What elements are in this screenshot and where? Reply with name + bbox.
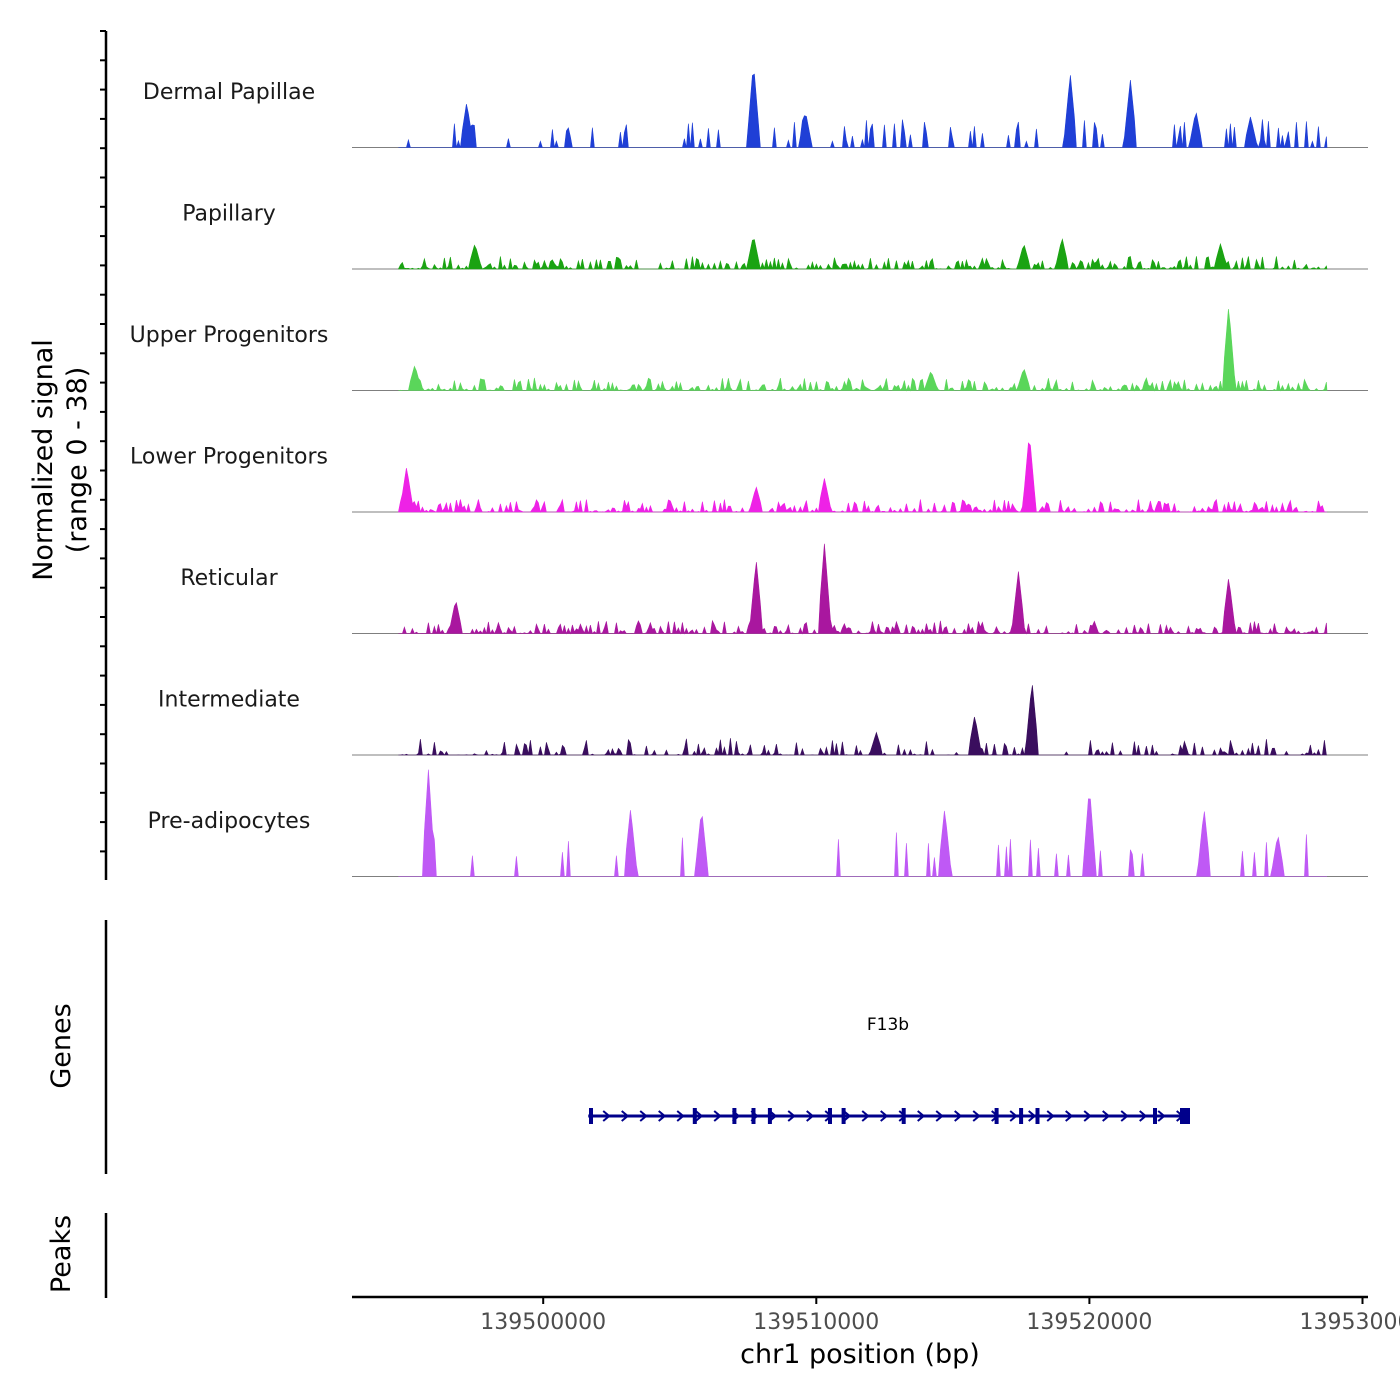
strand-arrow-icon [1028,1110,1037,1122]
gene-exon [732,1108,737,1124]
x-tick-label: 139510000 [753,1310,879,1335]
gene-exon [841,1108,846,1124]
strand-arrow-icon [1009,1110,1018,1122]
track-label: Reticular [180,566,278,591]
x-tick-label: 139530000 [1300,1310,1400,1335]
track-papillary: Papillary [182,202,1368,271]
track-dermal-papillae: Dermal Papillae [143,73,1368,149]
strand-arrow-icon [695,1110,704,1122]
strand-arrow-icon [843,1110,852,1122]
track-signal-area [398,543,1328,635]
x-tick-label: 139500000 [480,1310,606,1335]
gene-label: F13b [867,1015,909,1035]
track-signal-area [398,769,1327,877]
strand-arrow-icon [676,1110,685,1122]
x-axis-ticks: 139500000 139510000 139520000 139530000 [480,1297,1400,1335]
track-signal-area [397,238,1328,271]
strand-arrow-icon [1102,1110,1111,1122]
strand-arrow-icon [658,1110,667,1122]
y-axis-title-line2: (range 0 - 38) [62,367,93,554]
track-signal-area [398,442,1327,514]
gene-exon [692,1108,697,1124]
strand-arrow-icon [972,1110,981,1122]
track-label: Intermediate [158,688,300,713]
strand-arrow-icon [639,1110,648,1122]
y-axis-ticks [100,30,106,853]
strand-arrow-icon [806,1110,815,1122]
strand-arrow-icon [1139,1110,1148,1122]
strand-arrow-icon [1157,1110,1166,1122]
strand-arrow-icon [713,1110,722,1122]
signal-tracks: Dermal Papillae Papillary Upper Progenitor… [130,73,1368,877]
track-signal-area [398,73,1328,149]
strand-arrow-icon [935,1110,944,1122]
gene-exon [1035,1108,1040,1124]
gene-exon [767,1108,772,1124]
track-label: Papillary [182,202,276,227]
x-tick-label: 139520000 [1026,1310,1152,1335]
y-axis-title-line1: Normalized signal [28,339,59,581]
peaks-axis-title: Peaks [46,1215,77,1293]
gene-exon [828,1108,832,1124]
y-axis-title: Normalized signal (range 0 - 38) [28,339,93,581]
track-upper-progenitors: Upper Progenitors [130,308,1368,392]
gene-exon [1153,1108,1157,1124]
track-label: Upper Progenitors [130,323,329,348]
strand-arrow-icon [621,1110,630,1122]
gene-track: F13b [588,1015,1190,1124]
track-signal-area [398,308,1328,392]
strand-arrow-icon [880,1110,889,1122]
gene-exon [589,1108,593,1124]
strand-arrow-icon [1046,1110,1055,1122]
track-lower-progenitors: Lower Progenitors [130,442,1368,514]
gene-exon [751,1108,756,1124]
gene-exon [1019,1108,1024,1124]
strand-arrow-icon [787,1110,796,1122]
track-signal-area [398,685,1327,757]
track-pre-adipocytes: Pre-adipocytes [148,769,1368,877]
strand-arrow-icon [602,1110,611,1122]
x-axis-title: chr1 position (bp) [740,1339,980,1370]
strand-arrow-icon [917,1110,926,1122]
gene-exon [901,1108,906,1124]
track-label: Pre-adipocytes [148,809,311,834]
track-label: Dermal Papillae [143,80,315,105]
strand-arrow-icon [861,1110,870,1122]
track-label: Lower Progenitors [130,445,328,470]
track-intermediate: Intermediate [158,685,1368,757]
genes-axis-title: Genes [46,1003,77,1088]
strand-arrow-icon [1083,1110,1092,1122]
gene-exon [994,1108,999,1124]
track-reticular: Reticular [180,543,1368,635]
gene-exon [1180,1108,1190,1124]
strand-arrow-icon [1065,1110,1074,1122]
strand-arrow-icon [954,1110,963,1122]
strand-arrow-icon [1120,1110,1129,1122]
